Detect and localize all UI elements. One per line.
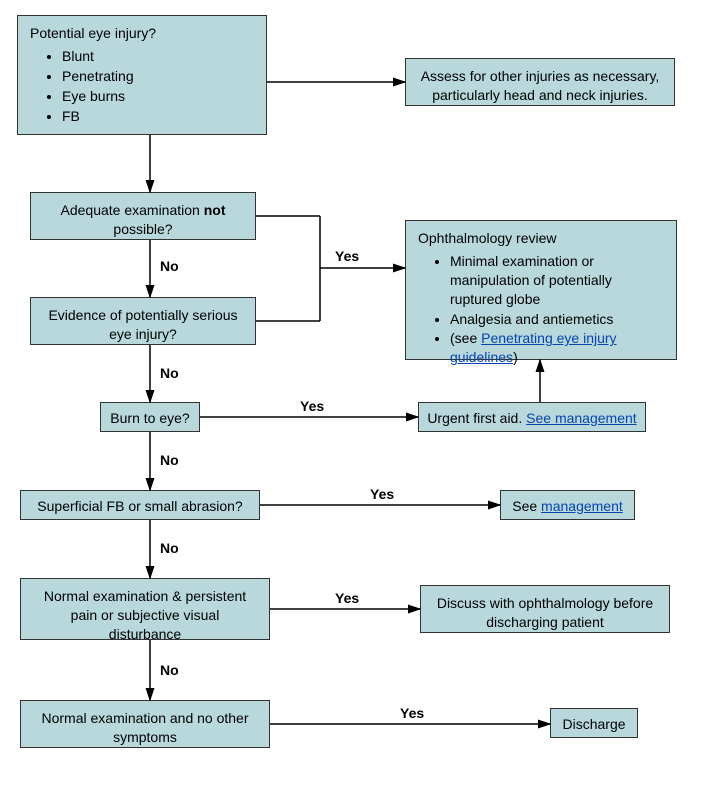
- bullet: Penetrating: [62, 67, 254, 86]
- text-bold: not: [204, 202, 226, 218]
- edge-label-yes: Yes: [400, 705, 424, 721]
- edge-label-yes: Yes: [335, 248, 359, 264]
- bullet: (see Penetrating eye injury guidelines): [450, 329, 664, 367]
- edge-label-yes: Yes: [335, 590, 359, 606]
- text-suffix: ): [513, 349, 518, 365]
- node-bullets: Minimal examination or manipulation of p…: [418, 252, 664, 367]
- node-normal-exam-pain: Normal examination & persistent pain or …: [20, 578, 270, 640]
- edge-label-no: No: [160, 258, 179, 274]
- node-text: Superficial FB or small abrasion?: [37, 498, 242, 514]
- edge-label-no: No: [160, 365, 179, 381]
- edge-label-no: No: [160, 540, 179, 556]
- bullet: Blunt: [62, 47, 254, 66]
- edge-label-no: No: [160, 452, 179, 468]
- node-superficial-fb: Superficial FB or small abrasion?: [20, 490, 260, 520]
- text-prefix: (see: [450, 330, 481, 346]
- bullet: Analgesia and antiemetics: [450, 310, 664, 329]
- node-text: Assess for other injuries as necessary, …: [421, 68, 660, 103]
- text-prefix: Adequate examination: [61, 202, 204, 218]
- node-text: Normal examination and no other symptoms: [41, 710, 248, 745]
- node-normal-exam-no-symptoms: Normal examination and no other symptoms: [20, 700, 270, 748]
- text-prefix: Urgent first aid.: [427, 410, 526, 426]
- node-adequate-exam-not-possible: Adequate examination not possible?: [30, 192, 256, 240]
- link-management[interactable]: management: [541, 498, 623, 514]
- node-evidence-serious-injury: Evidence of potentially serious eye inju…: [30, 297, 256, 345]
- node-text: Normal examination & persistent pain or …: [44, 588, 246, 642]
- node-text: Evidence of potentially serious eye inju…: [48, 307, 237, 342]
- node-title: Potential eye injury?: [30, 24, 254, 43]
- bullet: Minimal examination or manipulation of p…: [450, 252, 664, 309]
- edge-label-yes: Yes: [370, 486, 394, 502]
- node-text: Burn to eye?: [110, 410, 189, 426]
- bullet: FB: [62, 107, 254, 126]
- node-bullets: Blunt Penetrating Eye burns FB: [30, 47, 254, 126]
- edge-label-no: No: [160, 662, 179, 678]
- node-ophthalmology-review: Ophthalmology review Minimal examination…: [405, 220, 677, 360]
- node-urgent-first-aid: Urgent first aid. See management: [418, 402, 646, 432]
- node-burn-to-eye: Burn to eye?: [100, 402, 200, 432]
- node-discharge: Discharge: [550, 708, 638, 738]
- node-text: Discharge: [562, 716, 625, 732]
- text-prefix: See: [512, 498, 541, 514]
- edge-label-yes: Yes: [300, 398, 324, 414]
- node-assess-other-injuries: Assess for other injuries as necessary, …: [405, 58, 675, 106]
- text-suffix: possible?: [113, 221, 172, 237]
- node-see-management: See management: [500, 490, 635, 520]
- node-text: Discuss with ophthalmology before discha…: [437, 595, 653, 630]
- bullet: Eye burns: [62, 87, 254, 106]
- link-see-management[interactable]: See management: [526, 410, 637, 426]
- node-title: Ophthalmology review: [418, 229, 664, 248]
- node-discuss-ophthalmology: Discuss with ophthalmology before discha…: [420, 585, 670, 633]
- node-potential-eye-injury: Potential eye injury? Blunt Penetrating …: [17, 15, 267, 135]
